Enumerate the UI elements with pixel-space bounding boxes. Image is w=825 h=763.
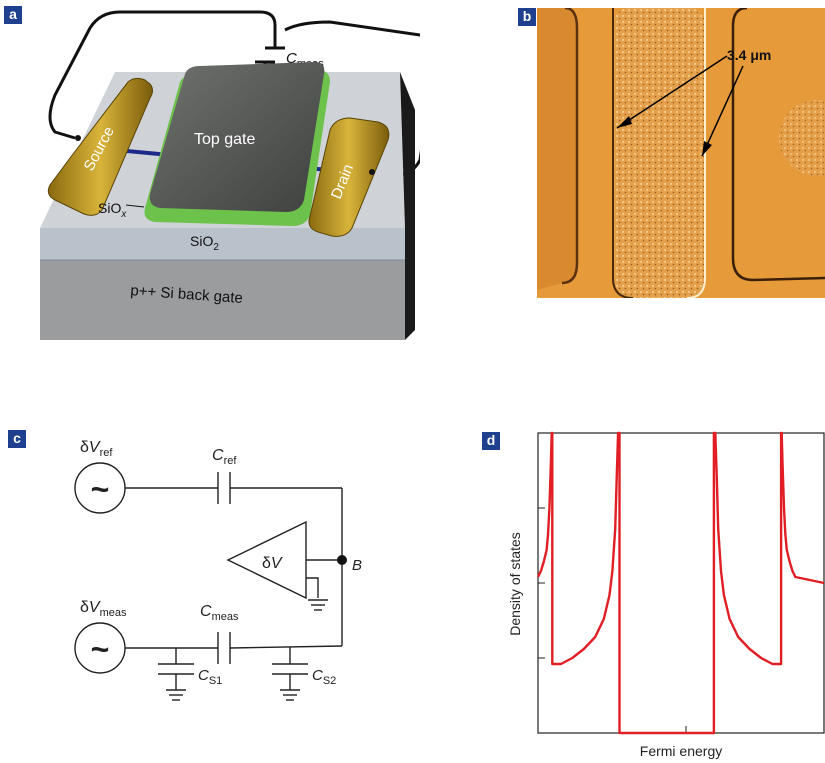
- top-gate-label: Top gate: [194, 131, 255, 148]
- node-b-label: B: [352, 557, 362, 574]
- circuit-diagram: ~ ~ δVref δVmeas Cref Cmeas δV B CS1 CS2: [74, 439, 362, 701]
- node-b-dot: [337, 555, 347, 565]
- dos-series-line: [536, 431, 825, 735]
- svg-text:SiO2: SiO2: [190, 233, 219, 253]
- siox-label: SiO: [98, 200, 121, 216]
- svg-text:SiOx: SiOx: [98, 200, 127, 220]
- panel-b-tag: b: [518, 8, 536, 26]
- cmeas-label-a: C: [286, 50, 297, 67]
- measurement-wire: [48, 10, 277, 140]
- back-gate-layer: [40, 260, 405, 340]
- svg-text:δVmeas: δVmeas: [80, 599, 127, 619]
- svg-text:Cref: Cref: [212, 447, 237, 467]
- svg-text:CS1: CS1: [198, 667, 222, 687]
- dos-chart: Fermi energy Density of states: [507, 431, 825, 759]
- panel-d-tag: d: [482, 432, 500, 450]
- sio2-label: SiO: [190, 233, 213, 249]
- sio2-layer: [40, 228, 405, 260]
- svg-text:CS2: CS2: [312, 667, 336, 687]
- x-axis-label: Fermi energy: [640, 743, 722, 759]
- svg-text:δVref: δVref: [80, 439, 113, 459]
- panel-c-tag: c: [8, 430, 26, 448]
- svg-text:Cmeas: Cmeas: [200, 603, 239, 623]
- panel-a-tag: a: [4, 6, 22, 24]
- top-gate-electrode: [149, 62, 325, 212]
- svg-text:δV: δV: [262, 555, 283, 572]
- drain-electrode: [308, 117, 390, 237]
- ref-tilde: ~: [91, 471, 110, 507]
- y-axis-label: Density of states: [507, 532, 523, 636]
- meas-tilde: ~: [91, 631, 110, 667]
- scale-label: 3.4 μm: [727, 47, 771, 63]
- device-schematic: Cmeas Source Top gate Drain SiOx SiO2 p+…: [40, 10, 420, 340]
- afm-image: 3.4 μm: [537, 8, 825, 298]
- source-electrode: [47, 77, 153, 216]
- afm-strip: [613, 8, 705, 298]
